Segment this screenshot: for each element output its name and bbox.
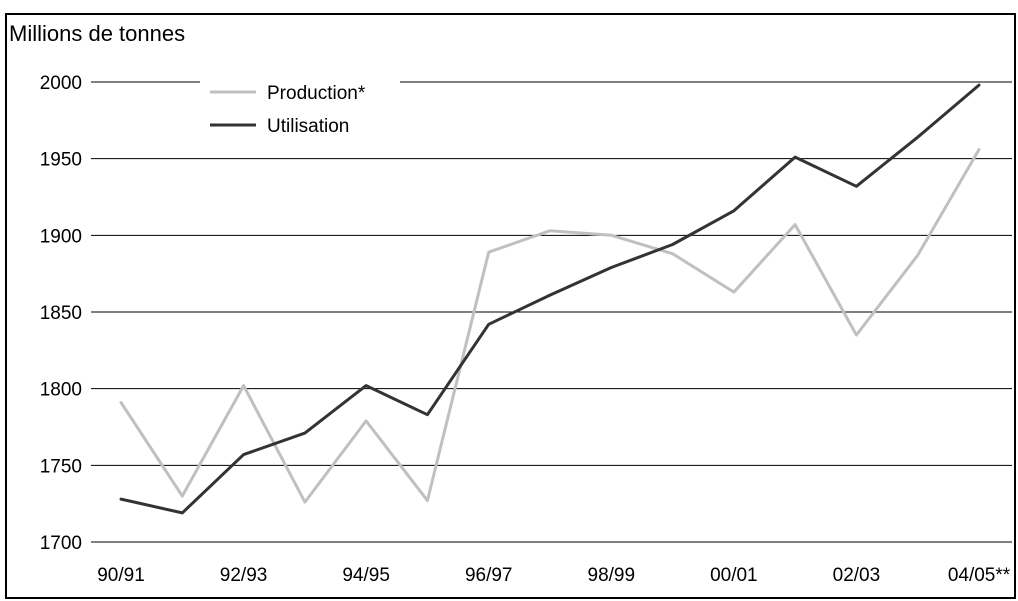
series-line-utilisation — [119, 83, 981, 515]
x-tick-labels: 90/91 92/93 94/95 96/97 98/99 00/01 02/03 04/05… — [97, 565, 1011, 586]
y-axis-label: Millions de tonnes — [9, 21, 186, 46]
legend-label: Utilisation — [267, 116, 349, 137]
x-tick-label: 04/05** — [948, 565, 1011, 586]
legend-box — [200, 72, 400, 144]
x-tick-label: 02/03 — [833, 565, 881, 586]
x-tick-label: 92/93 — [220, 565, 268, 586]
x-tick-label: 96/97 — [465, 565, 513, 586]
x-tick-label: 94/95 — [342, 565, 390, 586]
y-tick-label: 1950 — [40, 150, 82, 171]
y-tick-label: 1700 — [40, 533, 82, 554]
x-tick-label: 98/99 — [588, 565, 636, 586]
legend: Production* Utilisation — [200, 72, 400, 144]
legend-label: Production* — [267, 83, 366, 104]
chart-frame — [5, 13, 1016, 599]
x-tick-label: 90/91 — [97, 565, 145, 586]
y-tick-label: 1850 — [40, 303, 82, 324]
y-tick-label: 1750 — [40, 456, 82, 477]
x-tick-label: 00/01 — [710, 565, 758, 586]
y-tick-label: 1800 — [40, 380, 82, 401]
y-tick-label: 1900 — [40, 226, 82, 247]
y-tick-label: 2000 — [40, 73, 82, 94]
series-line-production — [119, 148, 981, 504]
y-tick-labels: 1700 1750 1800 1850 1900 1950 2000 — [40, 73, 82, 554]
series-lines — [119, 83, 981, 515]
gridlines — [91, 81, 1012, 543]
